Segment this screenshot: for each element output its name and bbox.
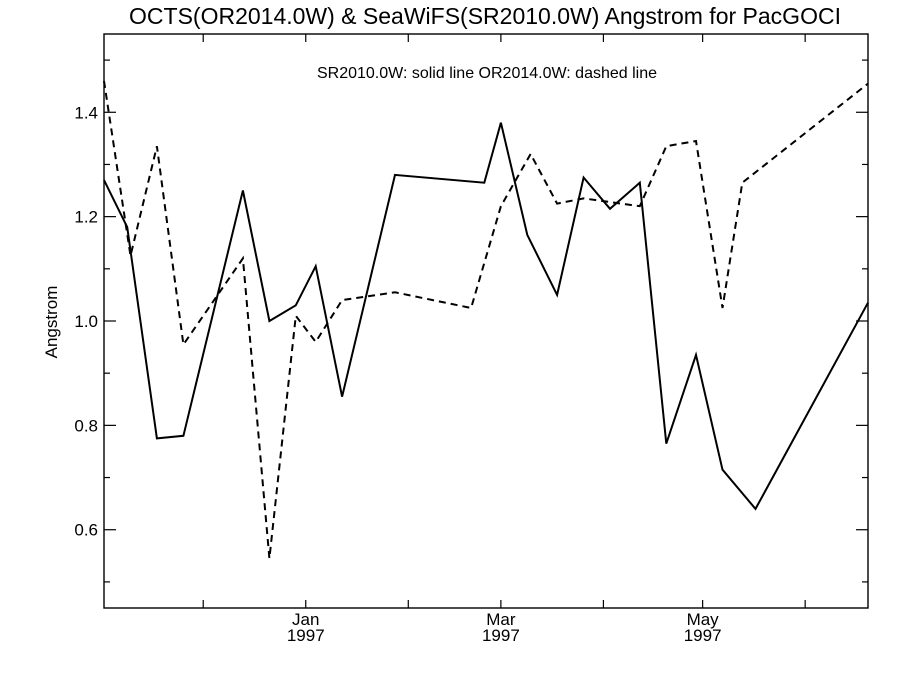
- plot-frame: [103, 33, 869, 609]
- y-tick-label: 1.0: [74, 312, 98, 331]
- series-line-or2014-0w: [103, 80, 869, 559]
- y-tick-label: 1.4: [74, 103, 98, 122]
- x-tick-label-year: 1997: [287, 626, 325, 645]
- legend-annotation: SR2010.0W: solid line OR2014.0W: dashed …: [317, 65, 657, 82]
- chart-title: OCTS(OR2014.0W) & SeaWiFS(SR2010.0W) Ang…: [129, 3, 841, 29]
- y-tick-label: 1.2: [74, 208, 98, 227]
- x-tick-label-month: Mar: [486, 610, 516, 629]
- y-axis-ticks: 0.6 0.8 1.0 1.2 1.4: [74, 59, 868, 583]
- y-tick-label: 0.6: [74, 521, 98, 540]
- series-line-sr2010-0w: [103, 122, 869, 511]
- x-tick-label-month: Jan: [292, 610, 319, 629]
- x-tick-label-year: 1997: [684, 626, 722, 645]
- x-tick-label-month: May: [687, 610, 720, 629]
- y-axis-label: Angstrom: [42, 286, 61, 359]
- x-tick-label-year: 1997: [482, 626, 520, 645]
- series-layer: [103, 80, 869, 559]
- y-tick-label: 0.8: [74, 416, 98, 435]
